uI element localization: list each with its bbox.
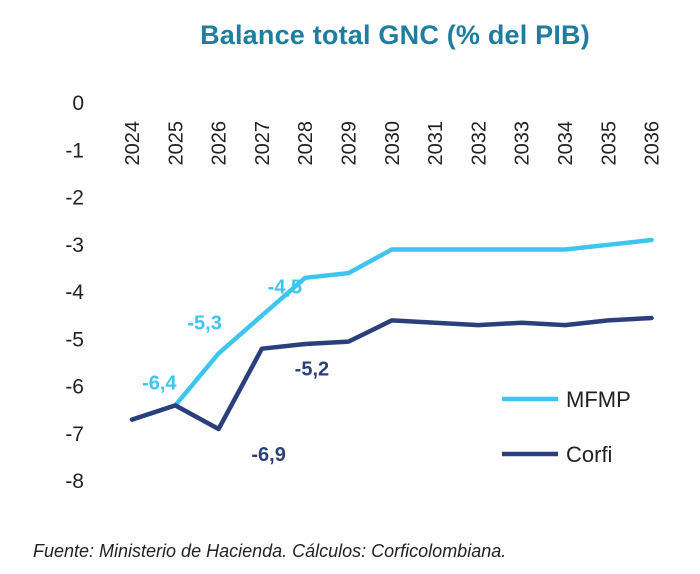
- series-line-mfmp: [129, 237, 654, 422]
- x-tick-label: 2027: [252, 121, 274, 166]
- x-tick-label: 2026: [209, 121, 231, 166]
- y-tick-label: -3: [65, 234, 84, 257]
- x-tick-label: 2028: [295, 121, 317, 166]
- y-tick-label: -7: [65, 423, 84, 446]
- x-axis-ticks: 2024 2025 2026 2027 2028 2029 2030 2031 2032 2033…: [122, 121, 664, 166]
- data-label: -5,2: [295, 359, 329, 381]
- chart-title: Balance total GNC (% del PIB): [200, 20, 590, 50]
- source-note: Fuente: Ministerio de Hacienda. Cálculos…: [33, 541, 507, 561]
- x-tick-label: 2036: [642, 121, 664, 166]
- y-axis-ticks: 0 -1 -2 -3 -4 -5 -6 -7 -8: [65, 92, 84, 493]
- x-tick-label: 2025: [165, 121, 187, 166]
- x-tick-label: 2030: [382, 121, 404, 166]
- y-tick-label: -1: [65, 139, 84, 162]
- x-tick-label: 2034: [555, 121, 577, 166]
- x-tick-label: 2032: [468, 121, 490, 166]
- y-tick-label: -2: [65, 187, 84, 210]
- y-tick-label: 0: [72, 92, 84, 115]
- y-tick-label: -4: [65, 281, 84, 304]
- data-label: -6,9: [251, 444, 285, 466]
- x-tick-label: 2033: [512, 121, 534, 166]
- legend-label: MFMP: [566, 387, 631, 412]
- y-tick-label: -5: [65, 328, 84, 351]
- series-line-corfi: [129, 315, 654, 432]
- x-tick-label: 2024: [122, 121, 144, 166]
- y-tick-label: -8: [65, 470, 84, 493]
- data-label: -6,4: [142, 372, 177, 394]
- legend-label: Corfi: [566, 442, 612, 467]
- data-label: -5,3: [187, 312, 221, 334]
- x-tick-label: 2029: [339, 121, 361, 166]
- data-labels: -6,4 -5,3 -4,5 -6,9 -5,2: [142, 277, 329, 466]
- y-tick-label: -6: [65, 376, 84, 399]
- legend: MFMP Corfi: [502, 387, 631, 467]
- data-label: -4,5: [268, 277, 302, 299]
- x-tick-label: 2035: [598, 121, 620, 166]
- series-lines: [129, 237, 654, 432]
- x-tick-label: 2031: [425, 121, 447, 166]
